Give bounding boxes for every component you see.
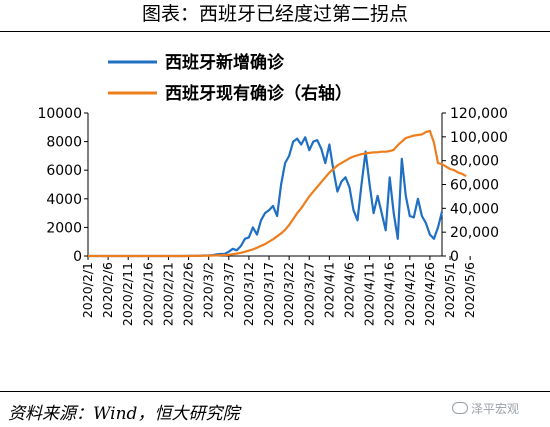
watermark-text: 泽平宏观 [471, 402, 520, 416]
x-tick-label: 2020/3/2 [201, 262, 216, 318]
x-tick-label: 2020/4/1 [321, 262, 336, 318]
source-note: 资料来源：Wind，恒大研究院 [8, 404, 240, 424]
x-tick-label: 2020/2/11 [120, 262, 135, 326]
y-right-tick-label: 0 [450, 249, 459, 265]
chart: 0 2000 4000 6000 8000 10000 0 20,000 40,000 60,00… [37, 52, 507, 326]
y-left-tick-label: 10000 [37, 106, 82, 122]
y-right-tick-label: 20,000 [450, 225, 499, 241]
series-line-2 [88, 129, 467, 258]
legend-label-1: 西班牙新增确诊 [165, 52, 285, 73]
x-tick-label: 2020/4/6 [341, 262, 356, 318]
x-tick-label: 2020/2/16 [140, 262, 155, 326]
y-left-tick-label: 8000 [46, 135, 82, 151]
x-tick-label: 2020/5/6 [462, 262, 477, 318]
wechat-icon [452, 402, 468, 414]
y-left-tick-label: 6000 [46, 163, 82, 179]
x-tick-label: 2020/5/1 [442, 262, 457, 318]
axes: 0 2000 4000 6000 8000 10000 0 20,000 40,000 60,00… [37, 106, 507, 326]
x-tick-label: 2020/4/11 [362, 262, 377, 326]
y-right-tick-label: 60,000 [450, 178, 499, 194]
x-tick-label: 2020/2/6 [100, 262, 115, 318]
y-left-tick-label: 0 [73, 249, 82, 265]
y-left-tick-label: 2000 [46, 220, 82, 236]
chart-title: 图表：西班牙已经度过第二拐点 [141, 3, 408, 25]
x-tick-label: 2020/3/12 [241, 262, 256, 326]
series-line-1 [88, 136, 444, 258]
bottom-rule [0, 391, 550, 392]
watermark: 泽平宏观 [452, 400, 519, 417]
x-tick-label: 2020/2/26 [181, 262, 196, 326]
x-tick-label: 2020/4/16 [382, 262, 397, 326]
y-right-tick-label: 100,000 [450, 130, 508, 146]
x-tick-label: 2020/3/22 [281, 262, 296, 326]
x-tick-label: 2020/4/21 [402, 262, 417, 326]
y-right-tick-label: 40,000 [450, 201, 499, 217]
top-rule [0, 31, 550, 32]
legend-label-2: 西班牙现有确诊（右轴） [165, 83, 352, 104]
y-right-tick-label: 80,000 [450, 154, 499, 170]
x-tick-label: 2020/3/17 [261, 262, 276, 326]
x-tick-label: 2020/2/21 [160, 262, 175, 326]
x-tick-label: 2020/3/27 [301, 262, 316, 326]
y-left-tick-label: 4000 [46, 192, 82, 208]
y-right-tick-label: 120,000 [450, 106, 508, 122]
x-tick-label: 2020/4/26 [422, 262, 437, 326]
x-tick-label: 2020/2/1 [80, 262, 95, 318]
x-tick-label: 2020/3/7 [221, 262, 236, 318]
series-group [88, 129, 467, 258]
